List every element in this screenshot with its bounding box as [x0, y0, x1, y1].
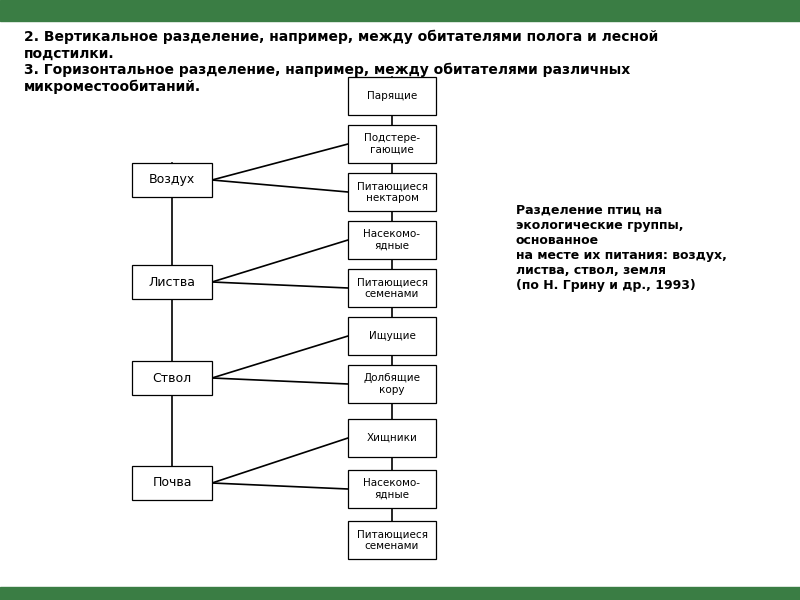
FancyBboxPatch shape: [132, 163, 212, 197]
FancyBboxPatch shape: [348, 521, 436, 559]
FancyBboxPatch shape: [348, 173, 436, 211]
Text: Парящие: Парящие: [367, 91, 417, 101]
Text: Листва: Листва: [149, 275, 195, 289]
FancyBboxPatch shape: [348, 419, 436, 457]
FancyBboxPatch shape: [348, 77, 436, 115]
Text: 2. Вертикальное разделение, например, между обитателями полога и лесной
подстилк: 2. Вертикальное разделение, например, ме…: [24, 30, 658, 94]
Text: Питающиеся
семенами: Питающиеся семенами: [357, 529, 427, 551]
Text: Питающиеся
нектаром: Питающиеся нектаром: [357, 181, 427, 203]
FancyBboxPatch shape: [348, 221, 436, 259]
Text: Разделение птиц на
экологические группы,
основанное
на месте их питания: воздух,: Разделение птиц на экологические группы,…: [516, 204, 727, 292]
Text: Питающиеся
семенами: Питающиеся семенами: [357, 277, 427, 299]
FancyBboxPatch shape: [132, 265, 212, 299]
Text: Подстере-
гающие: Подстере- гающие: [364, 133, 420, 155]
FancyBboxPatch shape: [348, 125, 436, 163]
FancyBboxPatch shape: [348, 317, 436, 355]
Text: Ствол: Ствол: [153, 371, 191, 385]
FancyBboxPatch shape: [132, 361, 212, 395]
Text: Ищущие: Ищущие: [369, 331, 415, 341]
Text: Долбящие
кору: Долбящие кору: [363, 373, 421, 395]
Text: Почва: Почва: [152, 476, 192, 490]
Text: Воздух: Воздух: [149, 173, 195, 187]
Text: Хищники: Хищники: [366, 433, 418, 443]
Text: Насекомо-
ядные: Насекомо- ядные: [363, 478, 421, 500]
FancyBboxPatch shape: [132, 466, 212, 500]
Text: Насекомо-
ядные: Насекомо- ядные: [363, 229, 421, 251]
FancyBboxPatch shape: [348, 365, 436, 403]
FancyBboxPatch shape: [348, 470, 436, 508]
FancyBboxPatch shape: [348, 269, 436, 307]
